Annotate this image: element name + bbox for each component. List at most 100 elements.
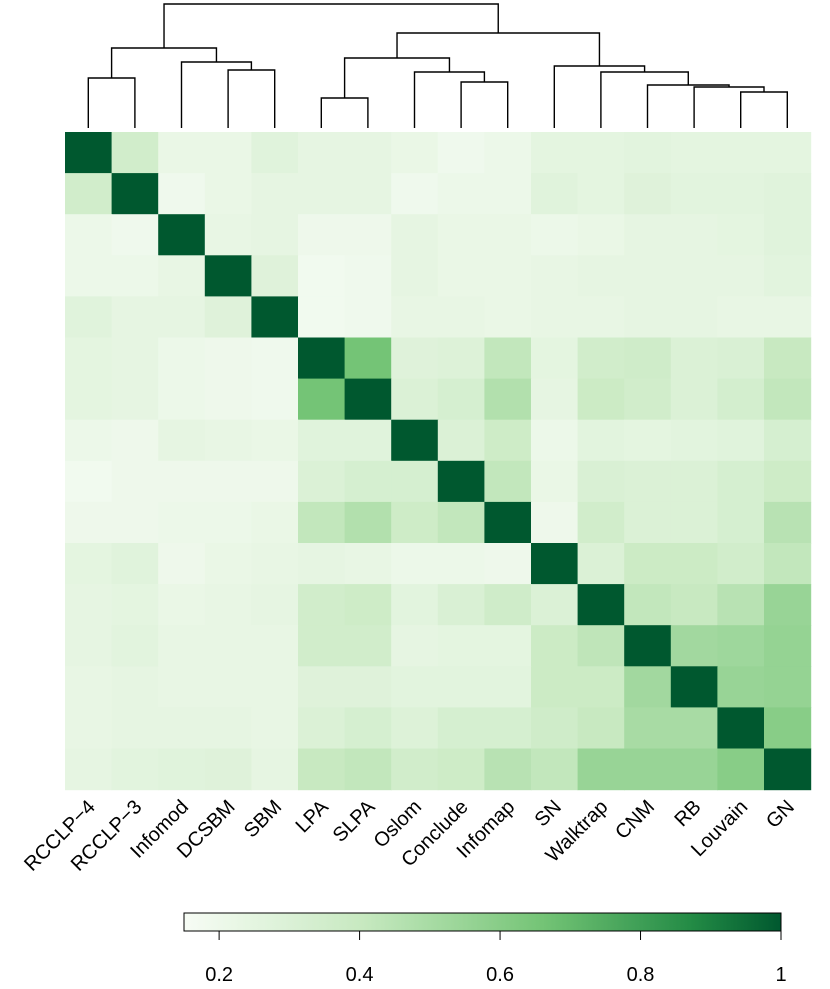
heatmap-cell: [670, 584, 718, 626]
heatmap-cell: [624, 419, 672, 462]
heatmap-cell: [437, 625, 485, 667]
heatmap-cell: [251, 625, 299, 667]
heatmap-cell: [484, 173, 532, 215]
heatmap-cell: [344, 666, 392, 708]
heatmap-cell: [158, 337, 206, 380]
heatmap-cell: [717, 132, 765, 174]
heatmap-cell: [670, 625, 718, 667]
heatmap-cell: [111, 132, 159, 174]
heatmap-cell: [298, 419, 346, 462]
heatmap-cell: [391, 173, 439, 215]
heatmap-cell: [65, 132, 113, 174]
colorbar-tick-label: 0.4: [346, 964, 374, 986]
heatmap-cell: [65, 296, 113, 339]
heatmap-cell: [158, 173, 206, 215]
heatmap-cell: [298, 173, 346, 215]
heatmap-cell: [65, 378, 113, 421]
heatmap-cell: [437, 584, 485, 626]
heatmap-cell: [344, 460, 392, 503]
heatmap-cell: [717, 255, 765, 297]
heatmap-cell: [65, 460, 113, 503]
heatmap-cell: [764, 543, 812, 585]
heatmap-cell: [251, 584, 299, 626]
heatmap-cell: [158, 378, 206, 421]
heatmap-cell: [670, 296, 718, 339]
heatmap-cell: [577, 584, 625, 626]
heatmap-cell: [437, 501, 485, 544]
heatmap-cell: [717, 460, 765, 503]
heatmap-cell: [437, 378, 485, 421]
heatmap-cell: [437, 748, 485, 791]
heatmap-cell: [484, 543, 532, 585]
heatmap-cell: [437, 666, 485, 708]
heatmap-cell: [344, 625, 392, 667]
heatmap-cell: [717, 748, 765, 791]
heatmap-cell: [158, 584, 206, 626]
heatmap-cell: [204, 501, 252, 544]
heatmap-cell: [717, 501, 765, 544]
heatmap-cell: [717, 584, 765, 626]
heatmap-cell: [577, 255, 625, 297]
heatmap-cell: [764, 378, 812, 421]
heatmap-cell: [251, 707, 299, 750]
heatmap-cell: [437, 707, 485, 750]
heatmap-cell: [484, 214, 532, 256]
heatmap-cell: [577, 419, 625, 462]
heatmap-cell: [624, 748, 672, 791]
dendrogram-branch: [320, 97, 369, 128]
heatmap-cell: [484, 255, 532, 297]
heatmap-cell: [531, 748, 579, 791]
heatmap-cell: [484, 337, 532, 380]
heatmap-cell: [531, 378, 579, 421]
colorbar-tick-label: 0.2: [205, 964, 233, 986]
heatmap-cell: [391, 214, 439, 256]
heatmap-cell: [158, 501, 206, 544]
dendrogram-branch: [600, 71, 689, 128]
heatmap-cell: [298, 666, 346, 708]
heatmap-cell: [670, 501, 718, 544]
dendrogram-branch: [110, 47, 218, 78]
heatmap-cell: [577, 460, 625, 503]
heatmap-cell: [344, 296, 392, 339]
heatmap-cell: [670, 378, 718, 421]
heatmap-cell: [65, 666, 113, 708]
heatmap-cell: [111, 419, 159, 462]
heatmap-cell: [391, 255, 439, 297]
heatmap-cell: [158, 132, 206, 174]
heatmap-cell: [764, 584, 812, 626]
heatmap-cell: [531, 173, 579, 215]
heatmap-cell: [577, 748, 625, 791]
heatmap-cell: [65, 255, 113, 297]
heatmap-cell: [251, 337, 299, 380]
heatmap-cell: [484, 460, 532, 503]
heatmap-cell: [204, 255, 252, 297]
heatmap-cell: [158, 625, 206, 667]
heatmap-cell: [624, 296, 672, 339]
heatmap-cell: [531, 255, 579, 297]
heatmap-cell: [437, 255, 485, 297]
heatmap-cell: [577, 132, 625, 174]
heatmap-cell: [484, 419, 532, 462]
heatmap-cell: [65, 625, 113, 667]
column-label: RB: [670, 796, 705, 831]
dendrogram-branch: [180, 61, 253, 128]
heatmap-cell: [391, 296, 439, 339]
column-label: CNM: [611, 796, 659, 844]
heatmap-cell: [717, 625, 765, 667]
column-label: LPA: [292, 796, 334, 838]
heatmap-cell: [251, 460, 299, 503]
heatmap-cell: [344, 584, 392, 626]
heatmap-cell: [764, 214, 812, 256]
heatmap-cell: [670, 255, 718, 297]
heatmap-cell: [204, 214, 252, 256]
heatmap-cell: [717, 378, 765, 421]
heatmap-cell: [111, 707, 159, 750]
heatmap-cell: [111, 337, 159, 380]
heatmap-cell: [204, 378, 252, 421]
heatmap-cell: [484, 132, 532, 174]
heatmap-cell: [717, 296, 765, 339]
heatmap-cell: [158, 255, 206, 297]
heatmap-cell: [298, 707, 346, 750]
heatmap-cell: [111, 748, 159, 791]
